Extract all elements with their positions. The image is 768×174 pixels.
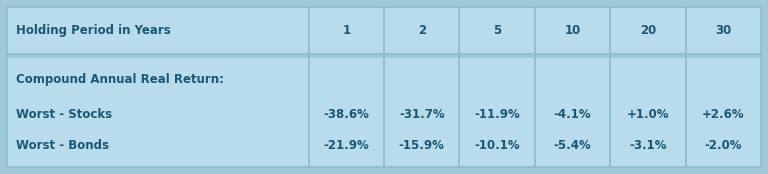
Text: Holding Period in Years: Holding Period in Years xyxy=(16,24,170,37)
Text: -15.9%: -15.9% xyxy=(399,139,445,152)
Text: -21.9%: -21.9% xyxy=(323,139,369,152)
Text: 5: 5 xyxy=(493,24,502,37)
Text: -11.9%: -11.9% xyxy=(474,108,520,121)
Text: +2.6%: +2.6% xyxy=(702,108,745,121)
Text: -38.6%: -38.6% xyxy=(323,108,369,121)
Text: -31.7%: -31.7% xyxy=(399,108,445,121)
Bar xyxy=(7,58,761,167)
Text: -4.1%: -4.1% xyxy=(554,108,591,121)
Text: +1.0%: +1.0% xyxy=(627,108,669,121)
Text: -3.1%: -3.1% xyxy=(629,139,667,152)
Text: 30: 30 xyxy=(715,24,731,37)
Text: 20: 20 xyxy=(640,24,656,37)
Text: 2: 2 xyxy=(418,24,425,37)
Text: Worst - Bonds: Worst - Bonds xyxy=(16,139,109,152)
Text: Compound Annual Real Return:: Compound Annual Real Return: xyxy=(16,73,224,86)
Text: 10: 10 xyxy=(564,24,581,37)
Text: Worst - Stocks: Worst - Stocks xyxy=(16,108,112,121)
Text: 1: 1 xyxy=(343,24,350,37)
Text: -2.0%: -2.0% xyxy=(704,139,742,152)
Bar xyxy=(7,7,761,54)
Text: -5.4%: -5.4% xyxy=(554,139,591,152)
Text: -10.1%: -10.1% xyxy=(475,139,520,152)
